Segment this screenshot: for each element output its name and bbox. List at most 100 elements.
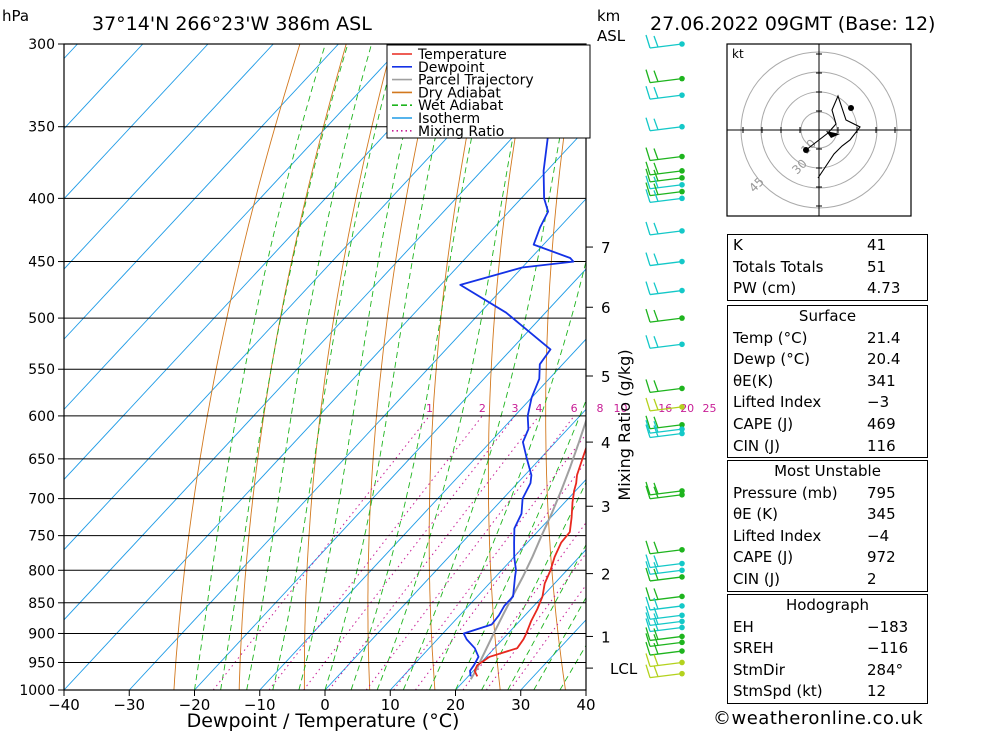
index-key: Totals Totals (733, 257, 824, 276)
mixing-ratio-tick-label: 4 (536, 402, 543, 415)
wind-barb (645, 415, 685, 430)
hodograph-stat-row: StmSpd (kt) 12 (728, 681, 927, 703)
hodograph-point (848, 105, 854, 111)
pressure-unit-label: hPa (2, 7, 29, 25)
surface-value: 21.4 (867, 328, 901, 347)
mixing-ratio-line (393, 433, 586, 690)
surface-table: Surface Temp (°C) 21.4 Dewp (°C) 20.4 θE(K) 3… (727, 305, 928, 459)
temperature-tick-label: 0 (320, 696, 330, 714)
surface-row: θE(K) 341 (728, 371, 927, 393)
isotherm-line (64, 44, 144, 130)
index-value: 4.73 (867, 279, 901, 298)
surface-key: θE(K) (733, 371, 774, 390)
hodograph-stat-value: −116 (867, 639, 909, 658)
mixing-ratio-tick-label: 8 (596, 402, 603, 415)
mixing-ratio-tick-label: 3 (512, 402, 519, 415)
height-tick-label: 1 (601, 628, 611, 646)
legend-entry: Temperature (417, 47, 507, 63)
height-tick-label: 2 (601, 566, 611, 584)
wind-barb (645, 308, 685, 323)
mixing-ratio-line (462, 521, 586, 690)
isotherm-line (0, 44, 12, 690)
legend-entry: Mixing Ratio (418, 124, 504, 140)
most-unstable-value: 795 (867, 483, 896, 502)
isotherm-line (64, 44, 405, 411)
wet-adiabat-line (481, 481, 586, 690)
hodograph-stat-key: StmSpd (kt) (733, 682, 823, 701)
isotherm-line (128, 198, 586, 690)
mixing-ratio-tick-label: 2 (479, 402, 486, 415)
pressure-tick-label: 750 (28, 529, 55, 545)
pressure-tick-label: 700 (28, 492, 55, 508)
x-axis-title: Dewpoint / Temperature (°C) (187, 710, 460, 732)
wet-adiabat-line (507, 543, 586, 690)
most-unstable-value: −4 (867, 526, 890, 545)
height-tick-label: 3 (601, 498, 611, 516)
wind-barb (645, 335, 685, 349)
legend-entry: Dry Adiabat (418, 85, 501, 101)
height-tick-label: 4 (601, 434, 611, 452)
surface-key: Lifted Index (733, 393, 822, 412)
mixing-ratio-tick-label: 6 (571, 402, 578, 415)
most-unstable-row: Pressure (mb) 795 (728, 483, 927, 505)
index-value: 51 (867, 257, 887, 276)
hodograph-stat-value: −183 (867, 617, 909, 636)
dry-adiabat-line (655, 44, 696, 690)
hodograph-table: Hodograph EH −183 SREH −116 StmDir 284° StmSpd… (727, 594, 928, 704)
most-unstable-row: Lifted Index −4 (728, 526, 927, 548)
isotherm-line (194, 268, 586, 690)
pressure-tick-label: 400 (28, 191, 55, 207)
temperature-tick-label: 10 (381, 696, 400, 714)
hodograph-stat-value: 12 (867, 682, 887, 701)
pressure-tick-label: 1000 (19, 683, 55, 699)
wind-barb (645, 664, 685, 679)
isotherm-line (64, 44, 535, 551)
dry-adiabat-line (428, 44, 486, 690)
index-value: 41 (867, 236, 887, 254)
wind-barb (645, 34, 685, 49)
dry-adiabat-line (994, 44, 1000, 690)
legend-entry: Isotherm (418, 111, 480, 127)
plot-frame (63, 43, 587, 691)
wind-barb (645, 424, 685, 439)
wind-barb (645, 641, 685, 656)
most-unstable-table: Most Unstable Pressure (mb) 795 θE (K) 345 L… (727, 460, 928, 592)
legend-entry: Wet Adiabat (418, 98, 504, 114)
temperature-tick-label: 30 (511, 696, 530, 714)
wind-barb (645, 567, 685, 582)
hodograph-stat-key: SREH (733, 639, 774, 658)
wind-barb (645, 485, 685, 500)
most-unstable-key: θE (K) (733, 505, 778, 524)
hodograph-point (803, 147, 809, 153)
wind-barb (645, 554, 685, 569)
hodograph-table-title: Hodograph (785, 596, 870, 614)
surface-value: 116 (867, 436, 896, 455)
mixing-ratio-line (509, 584, 586, 690)
indices-table: K 41 Totals Totals 51 PW (cm) 4.73 (727, 234, 928, 301)
km-label: km (597, 7, 620, 25)
height-tick-label: 5 (601, 368, 611, 386)
surface-row: CAPE (J) 469 (728, 414, 927, 436)
dry-adiabat-line (173, 44, 301, 690)
wind-barb (645, 419, 685, 434)
footer-copyright[interactable]: ©weatheronline.co.uk (713, 708, 924, 729)
wind-barb (645, 281, 685, 296)
surface-row: Dewp (°C) 20.4 (728, 349, 927, 371)
hodograph-stat-row: EH −183 (728, 617, 927, 639)
temperature-tick-label: −40 (48, 696, 80, 714)
asl-label: ASL (597, 27, 626, 45)
most-unstable-row: CIN (J) 2 (728, 569, 927, 591)
wind-barb (645, 221, 685, 236)
mixing-ratio-tick-label: 10 (614, 402, 628, 415)
wind-barb (645, 653, 685, 668)
mixing-ratio-line (268, 415, 483, 690)
mixing-ratio-line (485, 552, 586, 690)
pressure-tick-label: 300 (28, 37, 55, 53)
surface-title: Surface (798, 307, 857, 325)
index-key: PW (cm) (733, 279, 797, 298)
surface-value: −3 (867, 393, 890, 412)
wind-barb (645, 85, 685, 100)
index-key: K (733, 236, 743, 254)
